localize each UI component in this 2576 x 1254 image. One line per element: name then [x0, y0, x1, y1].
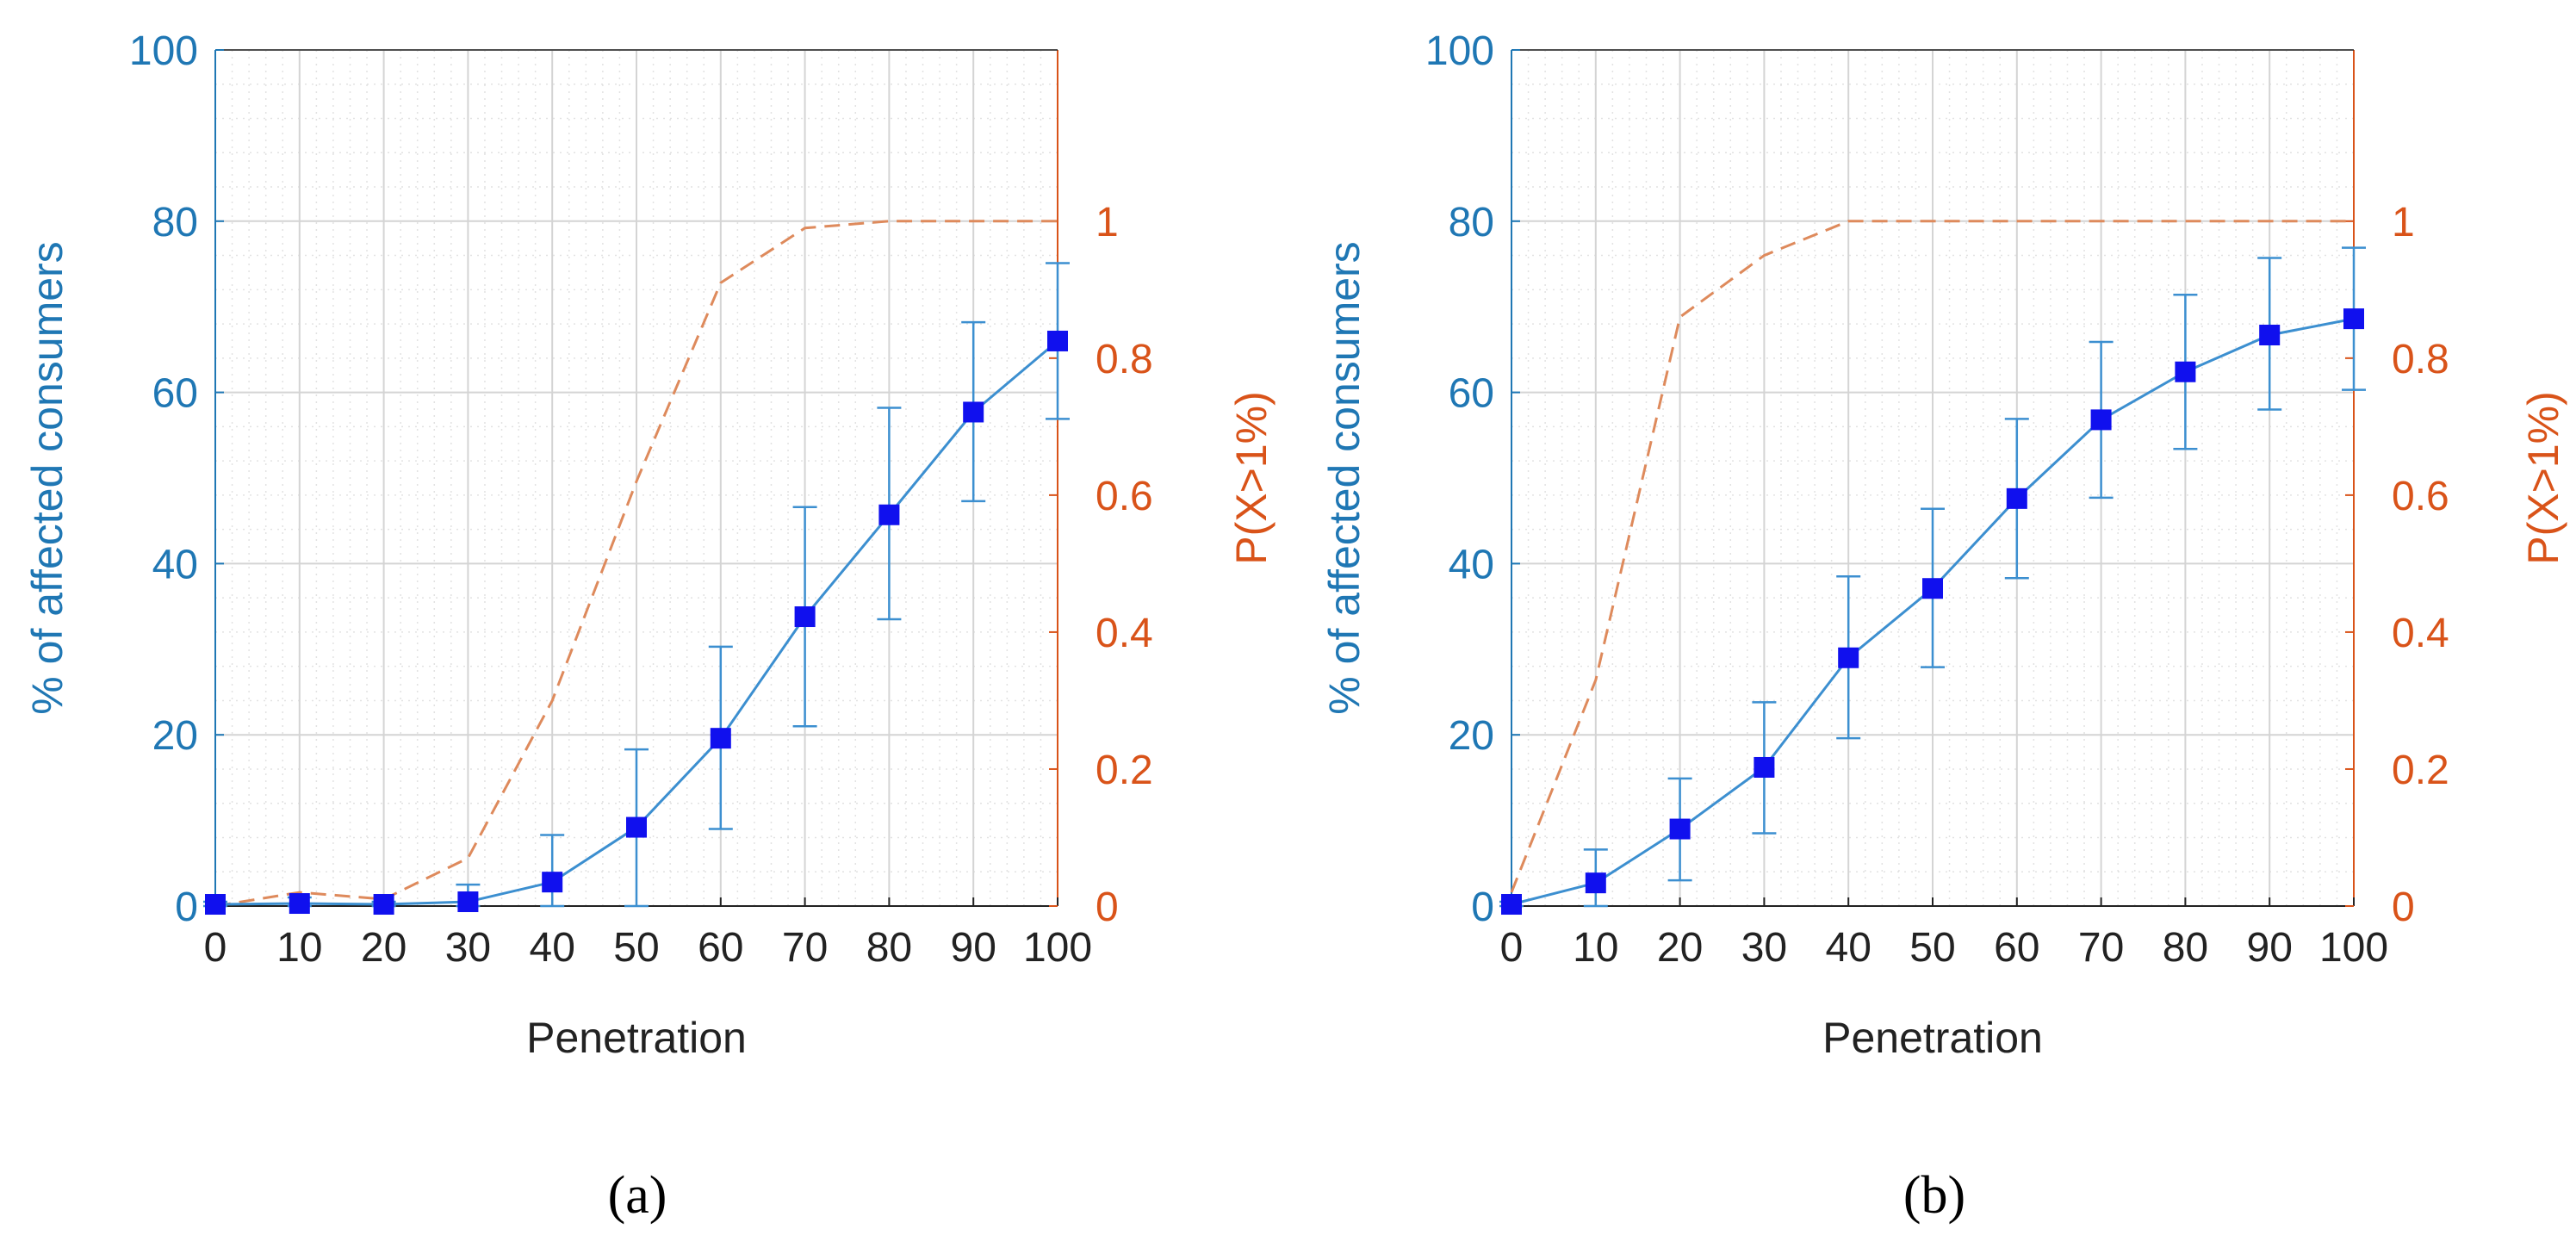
- x-tick-label: 80: [2163, 925, 2208, 971]
- x-tick-label: 0: [1500, 925, 1524, 971]
- y2-tick-label: 0.2: [2392, 748, 2449, 793]
- data-point-marker: [878, 504, 900, 525]
- data-point-marker: [1501, 894, 1522, 916]
- y2-tick-label: 0.4: [2392, 611, 2449, 656]
- y-tick-label: 0: [1471, 885, 1494, 930]
- y2-tick-label: 0: [2392, 885, 2415, 930]
- y-tick-label: 0: [175, 885, 198, 930]
- x-tick-label: 40: [530, 925, 575, 971]
- data-point-marker: [2175, 361, 2196, 382]
- chart-panel-b: 0 10 20 30 40 50 60 70 80 90 10002040608010000.20.…: [1320, 28, 2567, 1225]
- data-point-marker: [2343, 308, 2364, 330]
- x-tick-label: 70: [2078, 925, 2124, 971]
- data-point-marker: [794, 606, 816, 628]
- y2-tick-label: 0.4: [1096, 611, 1153, 656]
- x-tick-label: 70: [782, 925, 828, 971]
- y-tick-label: 40: [152, 542, 198, 587]
- data-point-marker: [205, 894, 226, 916]
- x-tick-label: 10: [276, 925, 322, 971]
- data-point-marker: [542, 872, 563, 893]
- x-tick-label: 50: [1909, 925, 1955, 971]
- y-axis-title-b: % of affected consumers: [1320, 241, 1369, 714]
- y2-tick-label: 0.6: [1096, 474, 1153, 519]
- data-point-marker: [710, 728, 731, 749]
- data-point-marker: [1585, 872, 1606, 894]
- x-tick-label: 100: [2319, 925, 2388, 971]
- y-tick-label: 100: [129, 28, 198, 74]
- y-tick-label: 40: [1449, 542, 1494, 587]
- data-point-marker: [457, 891, 479, 913]
- x-tick-label: 60: [1994, 925, 2039, 971]
- y-tick-label: 60: [152, 371, 198, 417]
- x-tick-label: 60: [698, 925, 743, 971]
- data-point-marker: [2259, 325, 2281, 346]
- caption-a: (a): [608, 1166, 667, 1225]
- y-axis-title-a: % of affected consumers: [23, 241, 71, 714]
- x-tick-label: 50: [613, 925, 659, 971]
- data-point-marker: [2090, 409, 2112, 431]
- y2-tick-label: 1: [1096, 200, 1119, 245]
- data-point-marker: [1669, 818, 1691, 840]
- data-point-marker: [1754, 756, 1775, 778]
- data-point-marker: [1922, 578, 1943, 599]
- y-tick-label: 60: [1449, 371, 1494, 417]
- y-tick-label: 80: [1449, 200, 1494, 245]
- y2-tick-label: 0: [1096, 885, 1119, 930]
- x-tick-label: 20: [1657, 925, 1703, 971]
- data-point-marker: [626, 816, 647, 838]
- y2-axis-title-b: P(X>1%): [2519, 391, 2567, 564]
- series-probability-line-a: [214, 220, 1058, 908]
- x-tick-label: 30: [445, 925, 491, 971]
- x-tick-label: 10: [1573, 925, 1618, 971]
- x-tick-label: 30: [1741, 925, 1787, 971]
- chart-panel-a: 0 10 20 30 40 50 60 70 80 90 10002040608010000.20.…: [23, 28, 1276, 1225]
- series-probability-line-b: [1510, 220, 2354, 893]
- y-tick-label: 100: [1425, 28, 1494, 74]
- y2-tick-label: 0.8: [1096, 337, 1153, 382]
- y2-tick-label: 0.2: [1096, 748, 1153, 793]
- x-tick-label: 90: [951, 925, 996, 971]
- x-axis-title-a: Penetration: [526, 1014, 747, 1062]
- x-axis-title-b: Penetration: [1822, 1014, 2043, 1062]
- caption-b: (b): [1903, 1166, 1965, 1225]
- x-tick-label: 100: [1023, 925, 1092, 971]
- x-tick-label: 40: [1826, 925, 1871, 971]
- y2-tick-label: 1: [2392, 200, 2415, 245]
- y-tick-label: 20: [1449, 713, 1494, 759]
- y-tick-label: 80: [152, 200, 198, 245]
- y-tick-label: 20: [152, 713, 198, 759]
- x-tick-label: 90: [2247, 925, 2293, 971]
- data-point-marker: [963, 401, 984, 423]
- x-tick-label: 20: [361, 925, 407, 971]
- y2-axis-title-a: P(X>1%): [1227, 391, 1276, 564]
- y2-tick-label: 0.8: [2392, 337, 2449, 382]
- data-point-marker: [2006, 487, 2027, 509]
- y2-tick-label: 0.6: [2392, 474, 2449, 519]
- x-tick-label: 80: [866, 925, 912, 971]
- data-point-marker: [1047, 330, 1068, 351]
- data-point-marker: [1838, 647, 1859, 668]
- data-point-marker: [373, 894, 394, 916]
- x-tick-label: 0: [204, 925, 227, 971]
- data-point-marker: [289, 893, 310, 915]
